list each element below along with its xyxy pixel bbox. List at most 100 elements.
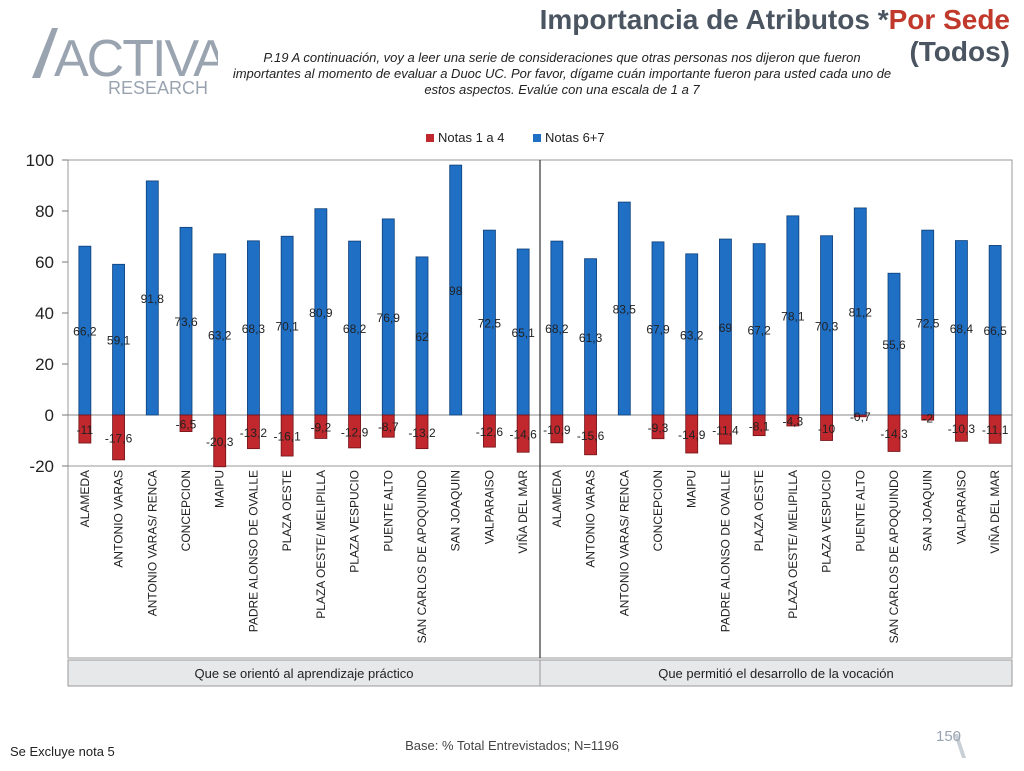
group-label-band (67, 659, 541, 687)
page-number: 150 (936, 728, 962, 745)
legend-swatch (533, 134, 541, 142)
data-label-positive: 68,4 (950, 322, 974, 336)
category-label: VALPARAISO (954, 470, 968, 544)
bar-negative (988, 414, 1002, 444)
data-label-positive: 67,2 (747, 323, 771, 337)
data-label-negative: -15,6 (577, 429, 605, 443)
data-label-negative: -8,1 (749, 419, 770, 433)
category-label: ALAMEDA (78, 470, 92, 527)
question-text: P.19 A continuación, voy a leer una seri… (232, 50, 892, 97)
data-label-negative: -14,6 (509, 428, 537, 442)
data-label-negative: -11 (77, 423, 94, 437)
title-accent: Por Sede (888, 4, 1010, 35)
category-label: ANTONIO VARAS (112, 470, 126, 568)
bar-negative (752, 414, 766, 437)
category-label: ALAMEDA (550, 470, 564, 527)
category-label: PADRE ALONSO DE OVALLE (718, 470, 732, 632)
bar-negative (483, 414, 496, 448)
data-label-positive: 80,9 (309, 306, 333, 320)
category-label: SAN CARLOS DE APOQUINDO (887, 470, 901, 643)
data-label-positive: 72,5 (478, 317, 502, 331)
legend-swatch (426, 134, 434, 142)
title-main: Importancia de Atributos * (539, 4, 889, 35)
category-label: SAN CARLOS DE APOQUINDO (415, 470, 429, 643)
category-label: PUENTE ALTO (381, 470, 395, 552)
category-label: MAIPU (213, 470, 227, 508)
data-label-positive: 68,3 (242, 322, 266, 336)
data-label-negative: -13,2 (408, 426, 436, 440)
data-label-negative: -10,9 (543, 423, 571, 437)
bar-negative (651, 414, 665, 440)
data-label-positive: 55,6 (882, 338, 906, 352)
data-label-positive: 73,6 (174, 315, 198, 329)
data-label-negative: -6,5 (176, 417, 197, 431)
bar-negative (685, 414, 699, 454)
data-label-positive: 83,5 (613, 303, 637, 317)
data-label-negative: -17,6 (105, 431, 133, 445)
y-tick-label: -20 (29, 457, 54, 476)
data-label-positive: 62 (415, 330, 429, 344)
category-label: PLAZA VESPUCIO (820, 470, 834, 573)
category-label: VALPARAISO (482, 470, 496, 544)
data-label-positive: 63,2 (208, 328, 232, 342)
bar-negative (415, 414, 429, 450)
data-label-negative: -14,3 (880, 427, 908, 441)
data-label-negative: -0,7 (850, 410, 871, 424)
bar-negative (348, 414, 361, 449)
category-label: PLAZA OESTE/ MELIPILLA (314, 470, 328, 619)
category-label: ANTONIO VARAS/ RENCA (617, 470, 631, 616)
category-label: ANTONIO VARAS (584, 470, 598, 568)
data-label-negative: -12,9 (341, 425, 369, 439)
data-label-positive: 63,2 (680, 328, 704, 342)
category-label: PLAZA OESTE (280, 470, 294, 551)
data-label-positive: 98 (449, 284, 463, 298)
data-label-positive: 65,1 (511, 326, 535, 340)
data-label-positive: 61,3 (579, 331, 603, 345)
category-label: PLAZA OESTE/ MELIPILLA (786, 470, 800, 619)
page-number-mark: 150 (936, 728, 996, 766)
bar-negative (516, 414, 530, 453)
bar-positive (617, 201, 631, 416)
bar-negative (719, 414, 732, 445)
legend-label: Notas 6+7 (545, 130, 605, 145)
category-label: SAN JOAQUIN (449, 470, 463, 551)
data-label-negative: -13,2 (240, 426, 268, 440)
footer-note: Se Excluye nota 5 (10, 744, 115, 759)
category-label: PLAZA OESTE (752, 470, 766, 551)
legend-label: Notas 1 a 4 (438, 130, 505, 145)
data-label-negative: -16,1 (273, 430, 301, 444)
data-label-negative: -4,3 (783, 414, 804, 428)
data-label-positive: 76,9 (377, 311, 401, 325)
y-tick-label: 40 (35, 304, 54, 323)
data-label-positive: 59,1 (107, 334, 131, 348)
logo-name: ACTIVA (54, 30, 218, 88)
y-tick-label: 80 (35, 202, 54, 221)
logo-sub: RESEARCH (108, 78, 208, 98)
data-label-positive: 68,2 (343, 322, 367, 336)
data-label-negative: -10,3 (948, 422, 976, 436)
data-label-positive: 91,8 (141, 292, 165, 306)
data-label-positive: 72,5 (916, 317, 940, 331)
data-label-negative: -2 (922, 412, 933, 426)
data-label-positive: 78,1 (781, 309, 805, 323)
y-tick-label: 60 (35, 253, 54, 272)
y-tick-label: 0 (45, 406, 54, 425)
bar-negative (550, 414, 564, 444)
y-tick-label: 20 (35, 355, 54, 374)
bar-negative (381, 414, 395, 438)
footer-base: Base: % Total Entrevistados; N=1196 (405, 738, 619, 753)
data-label-positive: 66,5 (983, 324, 1007, 338)
bar-negative (179, 414, 193, 432)
data-label-negative: -12,6 (476, 425, 504, 439)
bar-negative (887, 414, 901, 452)
group-label-band (539, 659, 1013, 687)
bar-positive (145, 180, 159, 416)
data-label-positive: 70,3 (815, 319, 839, 333)
data-label-negative: -9,2 (311, 421, 332, 435)
group-label: Que permitió el desarrollo de la vocació… (658, 666, 894, 681)
data-label-negative: -14,9 (678, 428, 706, 442)
category-label: PUENTE ALTO (853, 470, 867, 552)
data-label-positive: 81,2 (849, 305, 873, 319)
bar-negative (853, 414, 867, 418)
